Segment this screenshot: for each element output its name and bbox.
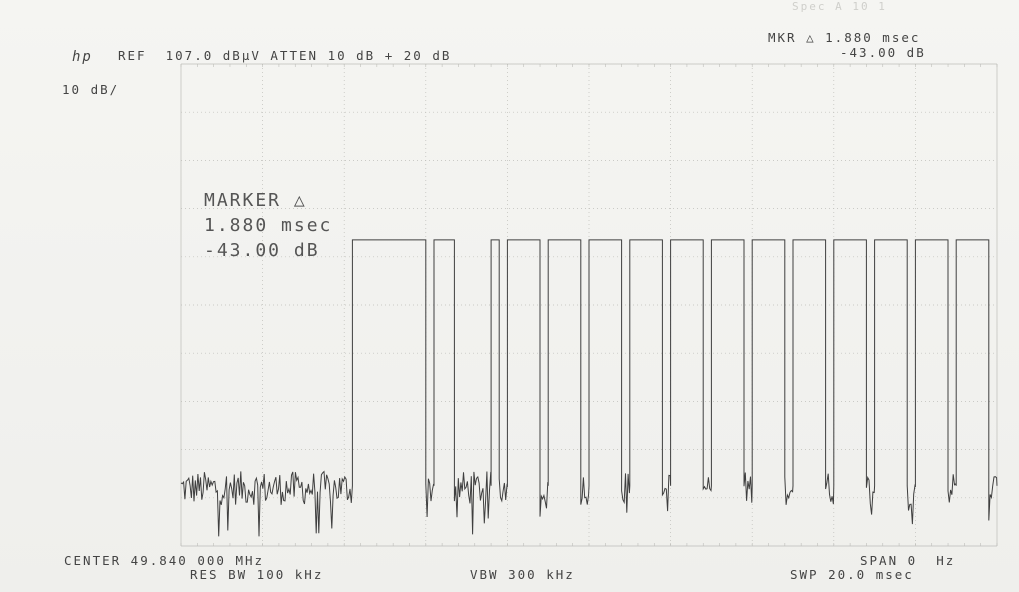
hp-logo: hp xyxy=(72,49,93,65)
ref-level-label: REF 107.0 dBµV ATTEN 10 dB + 20 dB xyxy=(118,48,452,63)
marker-box-time: 1.880 msec xyxy=(204,215,333,236)
sweep-time-label: SWP 20.0 msec xyxy=(790,567,914,582)
center-frequency-label: CENTER 49.840 000 MHz xyxy=(64,553,265,568)
trace-line xyxy=(180,239,998,537)
top-right-faded-label: Spec A 10 1 xyxy=(792,0,887,13)
trace-group xyxy=(180,239,998,537)
marker-box-level: -43.00 dB xyxy=(204,240,320,261)
vbw-label: VBW 300 kHz xyxy=(470,567,575,582)
marker-readout-level: -43.00 dB xyxy=(840,45,926,60)
res-bw-label: RES BW 100 kHz xyxy=(190,567,324,582)
marker-box-title: MARKER △ xyxy=(204,190,307,211)
marker-readout-time: MKR △ 1.880 msec xyxy=(768,30,921,45)
span-label: SPAN 0 Hz xyxy=(860,553,956,568)
scale-label: 10 dB/ xyxy=(62,82,120,97)
